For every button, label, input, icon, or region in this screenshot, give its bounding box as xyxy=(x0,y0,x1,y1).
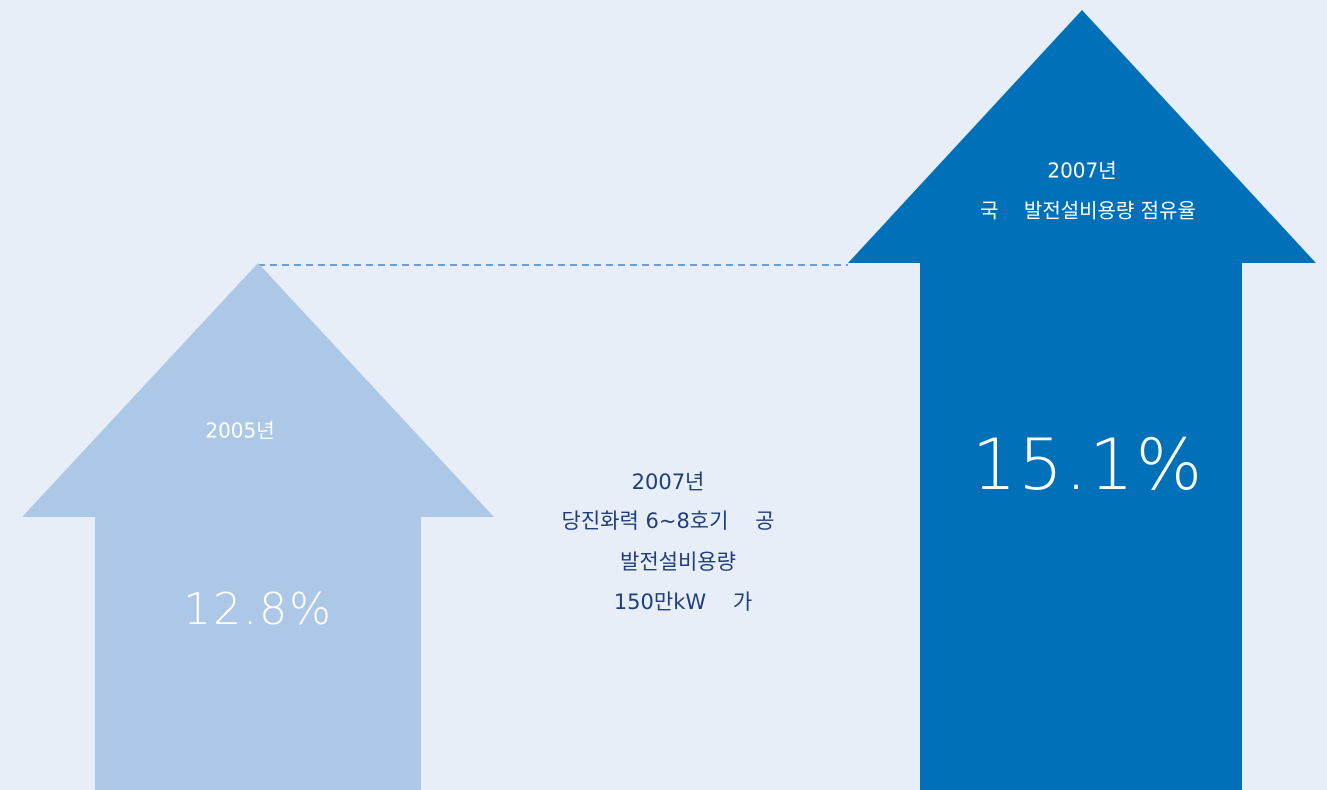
left-year: 2005년 xyxy=(205,419,274,443)
right-caption: 국 발전설비용량 점유율 xyxy=(980,199,1196,223)
right-arrow xyxy=(848,10,1316,790)
right-year: 2007년 xyxy=(1047,159,1116,183)
middle-line: 150만kW 가 xyxy=(614,590,752,614)
middle-line: 발전설비용량 xyxy=(620,550,736,574)
middle-line: 당진화력 6~8호기 공 xyxy=(562,509,775,533)
left-share: 12.8% xyxy=(183,584,333,635)
left-arrow xyxy=(22,263,494,790)
right-share: 15.1% xyxy=(972,424,1204,506)
middle-line: 2007년 xyxy=(632,470,705,494)
